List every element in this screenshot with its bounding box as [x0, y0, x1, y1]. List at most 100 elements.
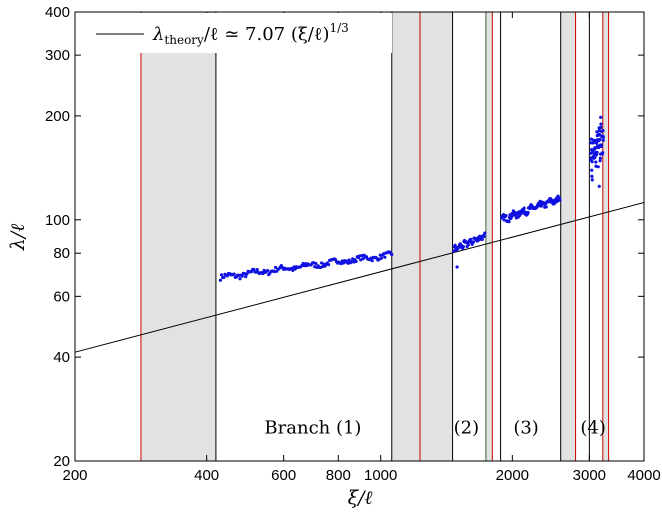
x-tick-label: 3000 [573, 467, 606, 484]
y-tick-label: 80 [53, 245, 70, 262]
plot-frame [74, 11, 645, 462]
data-point-branch-4 [601, 151, 605, 155]
data-point-branch-4 [601, 135, 605, 139]
legend-box [76, 13, 392, 53]
data-point-branch-1 [219, 273, 224, 277]
theory-line [74, 202, 645, 353]
legend: λtheory/ℓ ≃ 7.07 (ξ/ℓ)1/3 [76, 13, 392, 53]
y-axis-label: λ/ℓ [7, 224, 29, 251]
x-tick-label: 600 [271, 467, 296, 484]
branch-label-3: (3) [513, 418, 539, 439]
data-point-branch-4 [595, 150, 599, 155]
y-tick-label: 300 [45, 47, 70, 64]
data-point-branch-3 [507, 219, 511, 224]
data-point-branch-1 [370, 259, 374, 263]
data-point-branch-1 [255, 268, 259, 272]
data-point-branch-2 [483, 231, 487, 235]
data-point-branch-1 [314, 261, 318, 266]
x-tick-label: 200 [62, 467, 87, 484]
y-tick-label: 40 [53, 349, 70, 366]
shaded-band-2 [391, 12, 453, 461]
data-point-outlier [455, 265, 459, 269]
data-point-branch-1 [378, 253, 382, 257]
x-tick-label: 1000 [364, 467, 397, 484]
data-point-branch-4 [591, 141, 595, 145]
data-point-branch-1 [291, 268, 295, 272]
data-point-branch-1 [252, 267, 256, 271]
theory-line-group [74, 202, 645, 353]
data-point-branch-2 [452, 249, 456, 253]
branch-label-4: (4) [580, 418, 606, 439]
data-point-branch-4 [590, 174, 594, 178]
data-point-branch-2 [469, 237, 473, 242]
data-point-branch-3 [558, 198, 562, 202]
data-point-branch-3 [502, 218, 506, 222]
data-point-branch-3 [522, 206, 526, 210]
data-point-branch-4 [595, 130, 599, 134]
data-point-branch-2 [461, 245, 465, 249]
data-point-branch-3 [528, 206, 532, 211]
data-point-branch-1 [265, 269, 270, 273]
data-point-branch-1 [326, 263, 331, 267]
data-point-branch-4 [601, 128, 605, 133]
data-point-branch-1 [218, 278, 222, 282]
shaded-band-1 [140, 12, 216, 461]
data-point-branch-1 [222, 275, 226, 280]
y-tick-label: 20 [53, 453, 70, 470]
x-tick-label: 2000 [496, 467, 529, 484]
y-tick-label: 200 [45, 108, 70, 125]
branch-label-1: Branch (1) [264, 418, 361, 439]
shaded-band-3 [485, 12, 493, 461]
shaded-band-4 [560, 12, 576, 461]
data-point-branch-4 [598, 132, 602, 137]
data-point-branch-1 [237, 273, 241, 277]
data-point-branch-4 [596, 145, 601, 150]
data-point-branch-1 [244, 274, 248, 279]
x-tick-label: 800 [326, 467, 351, 484]
data-point-branch-4 [599, 143, 604, 147]
data-point-branch-4 [593, 138, 597, 143]
branch-labels: Branch (1) (2) (3) (4) [264, 418, 605, 439]
data-point-branch-1 [273, 265, 278, 270]
y-tick-label: 100 [45, 212, 70, 229]
data-points [218, 115, 605, 282]
y-tick-label: 400 [45, 4, 70, 21]
data-point-branch-1 [245, 272, 249, 276]
x-axis-label: ξ/ℓ [348, 487, 373, 509]
data-point-branch-4 [596, 165, 600, 169]
branch-label-2: (2) [454, 418, 480, 439]
data-point-branch-1 [354, 259, 358, 264]
data-point-branch-4 [598, 137, 602, 142]
data-point-branch-4 [599, 125, 603, 130]
shaded-band-5 [602, 12, 609, 461]
axis-ticks: 200 400 600 800 1000 2000 3000 4000 20 40 60 80 100 2… [45, 4, 661, 484]
data-point-branch-4 [598, 159, 602, 163]
data-point-branch-4 [597, 128, 601, 133]
data-point-branch-4 [590, 168, 594, 172]
data-point-branch-4 [594, 160, 598, 164]
x-tick-label: 4000 [627, 467, 660, 484]
data-point-branch-2 [466, 243, 470, 247]
x-tick-label: 400 [194, 467, 219, 484]
data-point-branch-4 [599, 122, 603, 126]
data-point-branch-1 [238, 277, 242, 281]
data-point-branch-1 [383, 255, 387, 259]
data-point-branch-3 [526, 210, 530, 215]
data-point-branch-3 [504, 213, 508, 218]
data-point-branch-3 [544, 205, 548, 209]
data-point-branch-2 [453, 243, 457, 247]
data-point-outlier [597, 184, 601, 188]
band-boundary-lines [140, 12, 610, 461]
data-point-branch-4 [598, 156, 603, 160]
data-point-branch-1 [361, 257, 365, 261]
data-point-branch-4 [594, 141, 599, 145]
data-point-branch-1 [347, 258, 351, 262]
data-point-branch-1 [379, 256, 384, 260]
data-point-branch-1 [390, 252, 394, 257]
data-point-branch-2 [471, 240, 476, 244]
y-tick-label: 60 [53, 288, 70, 305]
legend-label: λtheory/ℓ ≃ 7.07 (ξ/ℓ)1/3 [152, 21, 349, 47]
data-point-branch-1 [240, 274, 244, 278]
shaded-bands [140, 12, 609, 461]
